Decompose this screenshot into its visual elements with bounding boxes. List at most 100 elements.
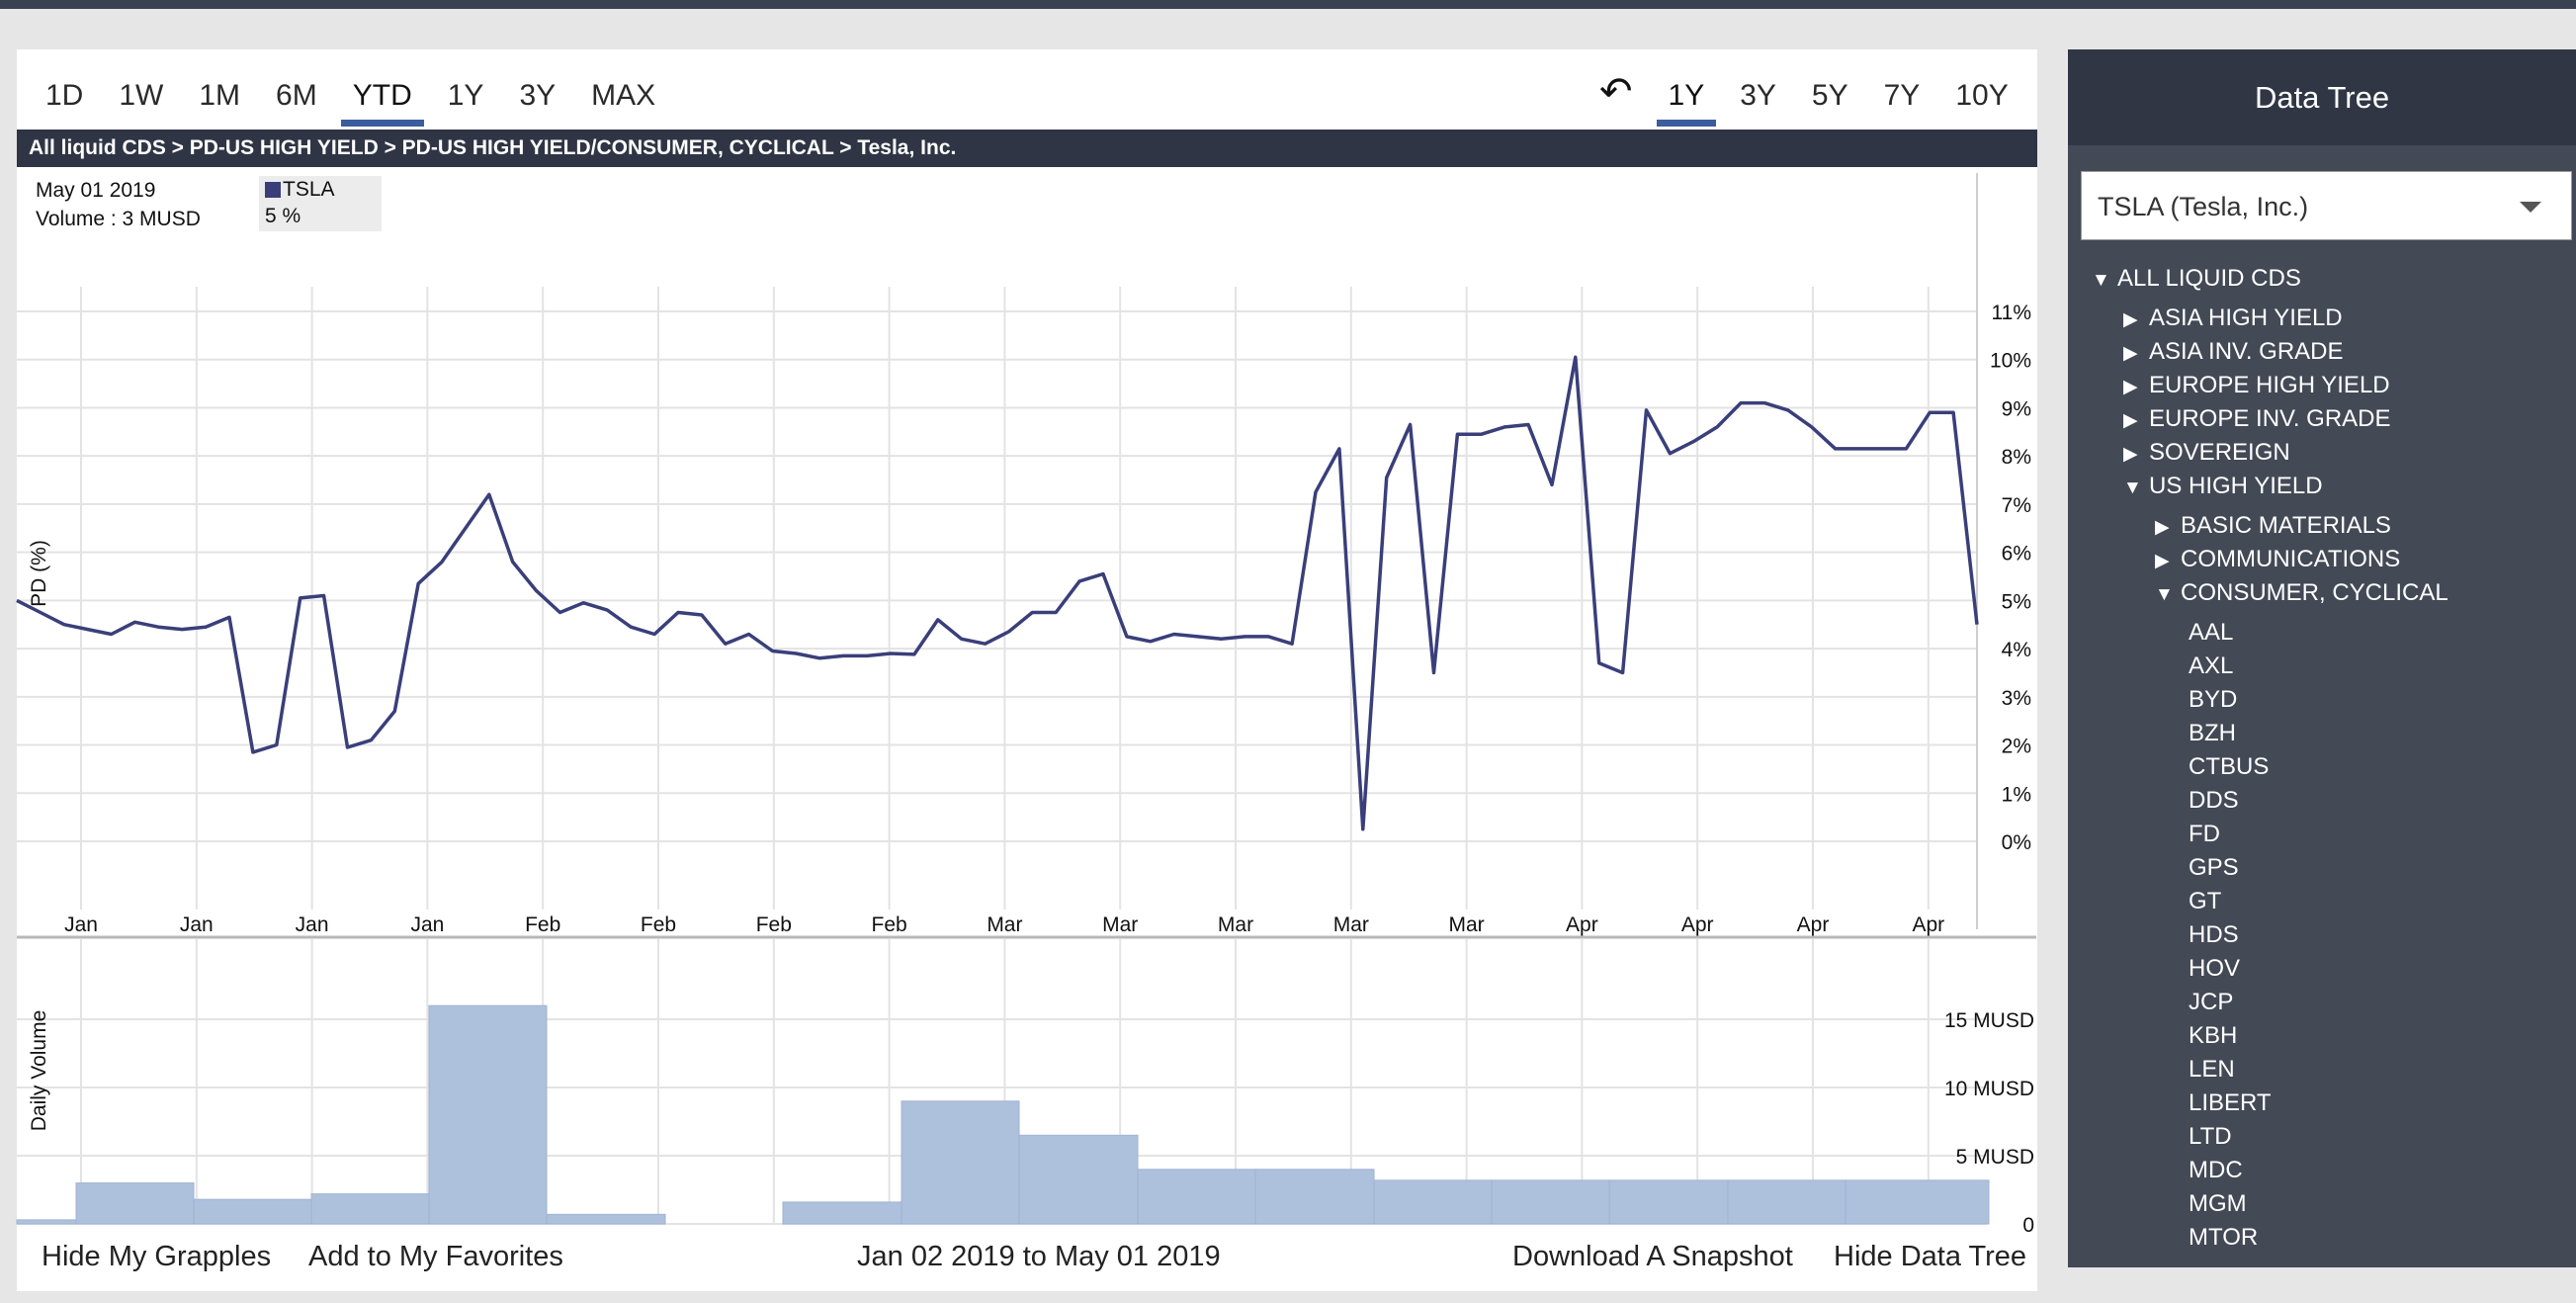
tab-10y[interactable]: 10Y bbox=[1955, 79, 2009, 112]
triangle-right-icon[interactable]: ▶ bbox=[2123, 343, 2138, 364]
triangle-right-icon[interactable]: ▶ bbox=[2123, 309, 2138, 330]
tree-item[interactable]: MDC bbox=[2189, 1157, 2243, 1184]
volume-bar bbox=[1608, 1179, 1729, 1225]
legend[interactable]: TSLA 5 % bbox=[259, 176, 382, 231]
tree-item-label: GPS bbox=[2189, 854, 2239, 881]
triangle-down-icon[interactable]: ▼ bbox=[2092, 270, 2110, 291]
tree-item[interactable]: ▼ US HIGH YIELD bbox=[2123, 473, 2323, 500]
tree-item[interactable]: ▼ ALL LIQUID CDS bbox=[2092, 265, 2301, 293]
y-tick-label: 5% bbox=[2002, 590, 2031, 613]
x-tick-label: Mar bbox=[1102, 913, 1138, 936]
tree-item[interactable]: AAL bbox=[2189, 619, 2233, 647]
y-tick-label: 3% bbox=[2002, 687, 2031, 710]
triangle-right-icon[interactable]: ▶ bbox=[2155, 517, 2170, 538]
volume-bar bbox=[546, 1213, 666, 1225]
range-tabs-right: ↶ 1Y 3Y 5Y 7Y 10Y bbox=[1582, 69, 2026, 127]
tree-item-label: SOVEREIGN bbox=[2149, 439, 2290, 466]
tab-1y[interactable]: 1Y bbox=[447, 79, 484, 112]
y-tick-label: 7% bbox=[2002, 494, 2031, 517]
tree-item[interactable]: ▶ BASIC MATERIALS bbox=[2155, 512, 2391, 540]
add-favorites-link[interactable]: Add to My Favorites bbox=[308, 1241, 563, 1272]
tree-item-label: MGM bbox=[2189, 1190, 2247, 1217]
tree-item[interactable]: CTBUS bbox=[2189, 753, 2269, 781]
hide-data-tree-link[interactable]: Hide Data Tree bbox=[1834, 1241, 2027, 1272]
tree-item[interactable]: FD bbox=[2189, 821, 2220, 848]
tree-item[interactable]: LEN bbox=[2189, 1056, 2235, 1084]
download-snapshot-link[interactable]: Download A Snapshot bbox=[1512, 1241, 1793, 1272]
x-tick-label: Jan bbox=[410, 913, 444, 936]
x-tick-label: Feb bbox=[872, 913, 907, 936]
x-tick-label: Mar bbox=[1333, 913, 1369, 936]
volume-bar bbox=[901, 1100, 1020, 1225]
tab-3y[interactable]: 3Y bbox=[519, 79, 557, 112]
y-tick-label: 9% bbox=[2002, 397, 2031, 420]
tab-1d[interactable]: 1D bbox=[45, 79, 84, 112]
tree-item-label: GT bbox=[2189, 888, 2222, 914]
x-tick-label: Apr bbox=[1681, 913, 1714, 936]
triangle-right-icon[interactable]: ▶ bbox=[2123, 377, 2138, 397]
tree-item[interactable]: HOV bbox=[2189, 955, 2240, 983]
volume-bar bbox=[1845, 1179, 1990, 1225]
tree-item[interactable]: GPS bbox=[2189, 854, 2239, 882]
tree-item-label: JCP bbox=[2189, 989, 2234, 1015]
tree-item-label: EUROPE HIGH YIELD bbox=[2149, 372, 2390, 398]
legend-swatch bbox=[265, 182, 281, 199]
tree-item-label: BASIC MATERIALS bbox=[2181, 512, 2391, 539]
hover-volume: Volume : 3 MUSD bbox=[36, 208, 201, 230]
tree-item[interactable]: JCP bbox=[2189, 989, 2233, 1016]
tab-ytd[interactable]: YTD bbox=[335, 69, 430, 127]
tree-item[interactable]: ▶ EUROPE HIGH YIELD bbox=[2123, 372, 2390, 399]
tree-item[interactable]: AXL bbox=[2189, 652, 2233, 680]
undo-icon[interactable]: ↶ bbox=[1599, 70, 1633, 114]
triangle-right-icon[interactable]: ▶ bbox=[2123, 410, 2138, 431]
tree-item[interactable]: HDS bbox=[2189, 921, 2239, 949]
volume-bar bbox=[310, 1193, 430, 1225]
tree-item-label: ALL LIQUID CDS bbox=[2117, 265, 2301, 292]
y-axis-label: PD (%) bbox=[28, 540, 50, 607]
pd-chart[interactable]: 0% 1% 2% 3% 4% 5% 6% 7% 8% 9% 10% 11% Jan Jan Jan Jan Fe… bbox=[0, 0, 2046, 1303]
y-tick-label: 11% bbox=[1992, 302, 2031, 324]
tree-item[interactable]: LIBERT bbox=[2189, 1089, 2272, 1117]
volume-tick-label: 0 bbox=[2022, 1214, 2034, 1237]
tree-item-label: LIBERT bbox=[2189, 1089, 2272, 1116]
x-tick-label: Jan bbox=[64, 913, 98, 936]
volume-tick-label: 10 MUSD bbox=[1944, 1078, 2034, 1100]
tree-item[interactable]: BYD bbox=[2189, 686, 2237, 714]
tree-item[interactable]: ▶ SOVEREIGN bbox=[2123, 439, 2290, 467]
tab-max[interactable]: MAX bbox=[591, 79, 656, 112]
triangle-right-icon[interactable]: ▶ bbox=[2155, 551, 2170, 571]
tree-item[interactable]: ▶ COMMUNICATIONS bbox=[2155, 546, 2400, 573]
tab-1m[interactable]: 1M bbox=[199, 79, 241, 112]
tree-item-label: KBH bbox=[2189, 1022, 2238, 1049]
tree-item[interactable]: MGM bbox=[2189, 1190, 2247, 1218]
triangle-down-icon[interactable]: ▼ bbox=[2123, 478, 2142, 498]
volume-bar bbox=[1254, 1169, 1375, 1225]
tree-item[interactable]: ▶ ASIA HIGH YIELD bbox=[2123, 304, 2343, 332]
tab-3y[interactable]: 3Y bbox=[1740, 79, 1776, 112]
triangle-down-icon[interactable]: ▼ bbox=[2155, 584, 2174, 605]
tree-item[interactable]: MTOR bbox=[2189, 1224, 2258, 1252]
tab-5y[interactable]: 5Y bbox=[1811, 79, 1848, 112]
volume-bar bbox=[1373, 1179, 1493, 1225]
legend-series-value: 5 % bbox=[265, 205, 301, 227]
ticker-select-value: TSLA (Tesla, Inc.) bbox=[2098, 192, 2309, 221]
tree-item[interactable]: ▼ CONSUMER, CYCLICAL bbox=[2155, 579, 2448, 607]
tree-item[interactable]: KBH bbox=[2189, 1022, 2237, 1050]
tree-item[interactable]: LTD bbox=[2189, 1123, 2232, 1151]
tree-item[interactable]: GT bbox=[2189, 888, 2221, 915]
tab-7y[interactable]: 7Y bbox=[1883, 79, 1921, 112]
tree-item[interactable]: ▶ ASIA INV. GRADE bbox=[2123, 338, 2344, 366]
tree-item[interactable]: BZH bbox=[2189, 720, 2236, 747]
tab-1w[interactable]: 1W bbox=[119, 79, 164, 112]
tree-item[interactable]: ▶ EUROPE INV. GRADE bbox=[2123, 405, 2391, 433]
ticker-select[interactable]: TSLA (Tesla, Inc.) bbox=[2081, 171, 2572, 240]
hide-grapples-link[interactable]: Hide My Grapples bbox=[42, 1241, 272, 1272]
y-tick-label: 6% bbox=[2002, 543, 2031, 565]
tab-1y[interactable]: 1Y bbox=[1651, 69, 1723, 127]
volume-bar bbox=[1018, 1134, 1139, 1225]
x-tick-label: Mar bbox=[1218, 913, 1253, 936]
tree-item-label: COMMUNICATIONS bbox=[2181, 546, 2401, 572]
triangle-right-icon[interactable]: ▶ bbox=[2123, 444, 2138, 465]
tree-item[interactable]: DDS bbox=[2189, 787, 2239, 815]
tab-6m[interactable]: 6M bbox=[276, 79, 317, 112]
